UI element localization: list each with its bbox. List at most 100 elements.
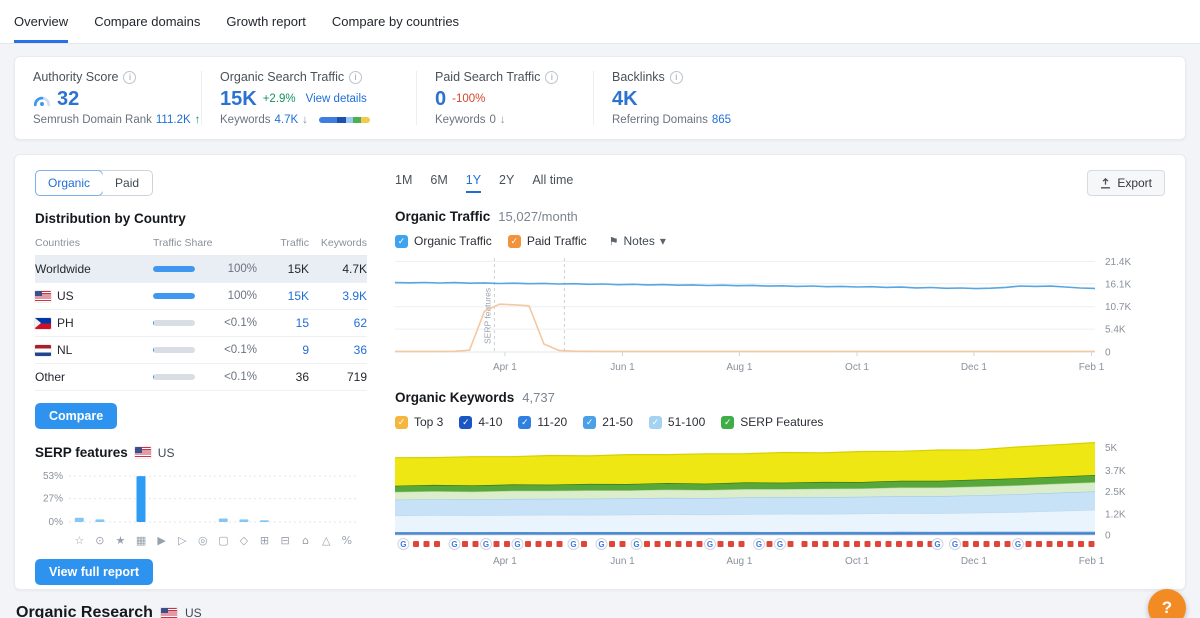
- traffic-share-bar: [153, 266, 195, 272]
- legend-serp-features[interactable]: SERP Features: [721, 415, 823, 429]
- svg-text:G: G: [952, 540, 958, 549]
- video-icon[interactable]: ▶: [151, 533, 172, 549]
- range-all-time[interactable]: All time: [532, 173, 573, 193]
- info-icon[interactable]: [545, 71, 558, 84]
- view-details-link[interactable]: View details: [306, 93, 367, 105]
- authority-gauge-icon: [33, 92, 51, 107]
- svg-text:21.4K: 21.4K: [1105, 257, 1131, 268]
- keywords-legend: Top 3 4-10 11-20 21-50 51-100 SERP Features: [395, 415, 823, 429]
- ads-icon[interactable]: %: [337, 533, 358, 549]
- serp-features-chart[interactable]: 53%27%0%: [35, 466, 367, 533]
- checkbox-icon: [459, 416, 472, 429]
- keywords-value: 0: [490, 114, 496, 126]
- legend-21-50[interactable]: 21-50: [583, 415, 633, 429]
- image-pack-icon[interactable]: ▦: [131, 533, 152, 549]
- toggle-organic[interactable]: Organic: [35, 170, 103, 196]
- range-1m[interactable]: 1M: [395, 173, 412, 193]
- chevron-down-icon: [660, 234, 666, 248]
- legend-organic-traffic[interactable]: Organic Traffic: [395, 234, 492, 248]
- country-row-other[interactable]: Other<0.1%36719: [35, 364, 367, 391]
- notes-flag-icon: [609, 234, 619, 248]
- featured-video-icon[interactable]: ▷: [172, 533, 193, 549]
- svg-text:G: G: [934, 540, 940, 549]
- keywords-cell[interactable]: 36: [309, 343, 367, 357]
- info-icon[interactable]: [123, 71, 136, 84]
- country-row-ph[interactable]: PH<0.1%1562: [35, 310, 367, 337]
- legend-paid-traffic[interactable]: Paid Traffic: [508, 234, 587, 248]
- range-2y[interactable]: 2Y: [499, 173, 514, 193]
- range-tabs: 1M 6M 1Y 2Y All time: [395, 173, 591, 193]
- legend-4-10[interactable]: 4-10: [459, 415, 502, 429]
- info-icon[interactable]: [349, 71, 362, 84]
- authority-score-title: Authority Score: [33, 70, 118, 84]
- tab-overview[interactable]: Overview: [14, 0, 68, 43]
- tab-growth-report[interactable]: Growth report: [226, 0, 305, 43]
- range-6m[interactable]: 6M: [430, 173, 447, 193]
- serp-features-icon-row: ☆⊙★▦▶▷◎▢◇⊞⊟⌂△%: [69, 533, 357, 549]
- local-pack-icon[interactable]: ◇: [234, 533, 255, 549]
- traffic-legend: Organic Traffic Paid Traffic: [395, 234, 587, 248]
- top-stories-icon[interactable]: ⊟: [275, 533, 296, 549]
- knowledge-panel-icon[interactable]: ⊞: [254, 533, 275, 549]
- site-links-icon[interactable]: ⌂: [295, 533, 316, 549]
- country-row-us[interactable]: US100%15K3.9K: [35, 283, 367, 310]
- svg-text:G: G: [483, 540, 489, 549]
- svg-text:Feb 1: Feb 1: [1079, 362, 1105, 372]
- export-button[interactable]: Export: [1087, 170, 1165, 196]
- info-icon[interactable]: [670, 71, 683, 84]
- svg-text:Apr 1: Apr 1: [493, 556, 517, 567]
- organic-traffic-chart[interactable]: 21.4K16.1K10.7K5.4K0SERP featuresApr 1Ju…: [395, 254, 1165, 377]
- tab-compare-by-countries[interactable]: Compare by countries: [332, 0, 459, 43]
- faq-icon[interactable]: ▢: [213, 533, 234, 549]
- traffic-share-cell: 100%: [153, 263, 257, 275]
- svg-text:5K: 5K: [1105, 443, 1118, 454]
- tab-compare-domains[interactable]: Compare domains: [94, 0, 200, 43]
- metric-paid-search-traffic: Paid Search Traffic 0 -100% Keywords 0 ↓: [435, 70, 575, 126]
- view-full-report-button[interactable]: View full report: [35, 559, 153, 585]
- domain-rank-value[interactable]: 111.2K: [156, 114, 191, 126]
- organic-keywords-section-title: Organic Keywords: [395, 390, 514, 405]
- svg-text:SERP features: SERP features: [482, 288, 492, 344]
- link-icon[interactable]: ⊙: [90, 533, 111, 549]
- svg-text:27%: 27%: [43, 494, 63, 505]
- help-button[interactable]: ?: [1148, 589, 1186, 618]
- backlinks-metric-title: Backlinks: [612, 70, 665, 84]
- svg-text:G: G: [707, 540, 713, 549]
- notes-dropdown[interactable]: Notes: [609, 234, 666, 248]
- range-selector: 1M 6M 1Y 2Y All time Export: [395, 170, 1165, 196]
- compare-button[interactable]: Compare: [35, 403, 117, 429]
- legend-11-20[interactable]: 11-20: [518, 415, 567, 429]
- svg-text:Jun 1: Jun 1: [610, 556, 635, 567]
- keywords-cell[interactable]: 3.9K: [309, 289, 367, 303]
- keywords-bar-segment: [319, 117, 337, 123]
- review-star-icon[interactable]: ★: [110, 533, 131, 549]
- country-name: Other: [35, 370, 153, 384]
- legend-51-100[interactable]: 51-100: [649, 415, 705, 429]
- organic-paid-toggle: Organic Paid: [35, 170, 153, 196]
- legend-top-3[interactable]: Top 3: [395, 415, 443, 429]
- traffic-share-bar: [153, 293, 195, 299]
- referring-domains-value[interactable]: 865: [712, 114, 731, 126]
- range-1y[interactable]: 1Y: [466, 173, 481, 193]
- keywords-bar-segment: [337, 117, 346, 123]
- rating-star-icon[interactable]: ☆: [69, 533, 90, 549]
- traffic-share-cell: 100%: [153, 290, 257, 302]
- keywords-bar-segment: [353, 117, 361, 123]
- country-row-worldwide[interactable]: Worldwide100%15K4.7K: [35, 256, 367, 283]
- carousel-icon[interactable]: ◎: [192, 533, 213, 549]
- traffic-cell[interactable]: 15K: [257, 289, 309, 303]
- organic-keywords-chart[interactable]: 5K3.7K2.5K1.2K0GGGGGGGGGGGGGApr 1Jun 1Au…: [395, 435, 1165, 572]
- traffic-cell[interactable]: 15: [257, 316, 309, 330]
- svg-text:Oct 1: Oct 1: [845, 362, 869, 372]
- instant-answer-icon[interactable]: △: [316, 533, 337, 549]
- keywords-cell[interactable]: 62: [309, 316, 367, 330]
- country-name: US: [35, 289, 153, 303]
- toggle-paid[interactable]: Paid: [102, 171, 152, 195]
- svg-text:G: G: [1015, 540, 1021, 549]
- organic-traffic-monthly-value: 15,027/month: [498, 209, 578, 224]
- country-row-nl[interactable]: NL<0.1%936: [35, 337, 367, 364]
- traffic-cell[interactable]: 9: [257, 343, 309, 357]
- metric-authority-score: Authority Score 32 Semrush Domain Rank 1…: [33, 70, 183, 126]
- keywords-value[interactable]: 4.7K: [275, 114, 299, 126]
- svg-text:G: G: [633, 540, 639, 549]
